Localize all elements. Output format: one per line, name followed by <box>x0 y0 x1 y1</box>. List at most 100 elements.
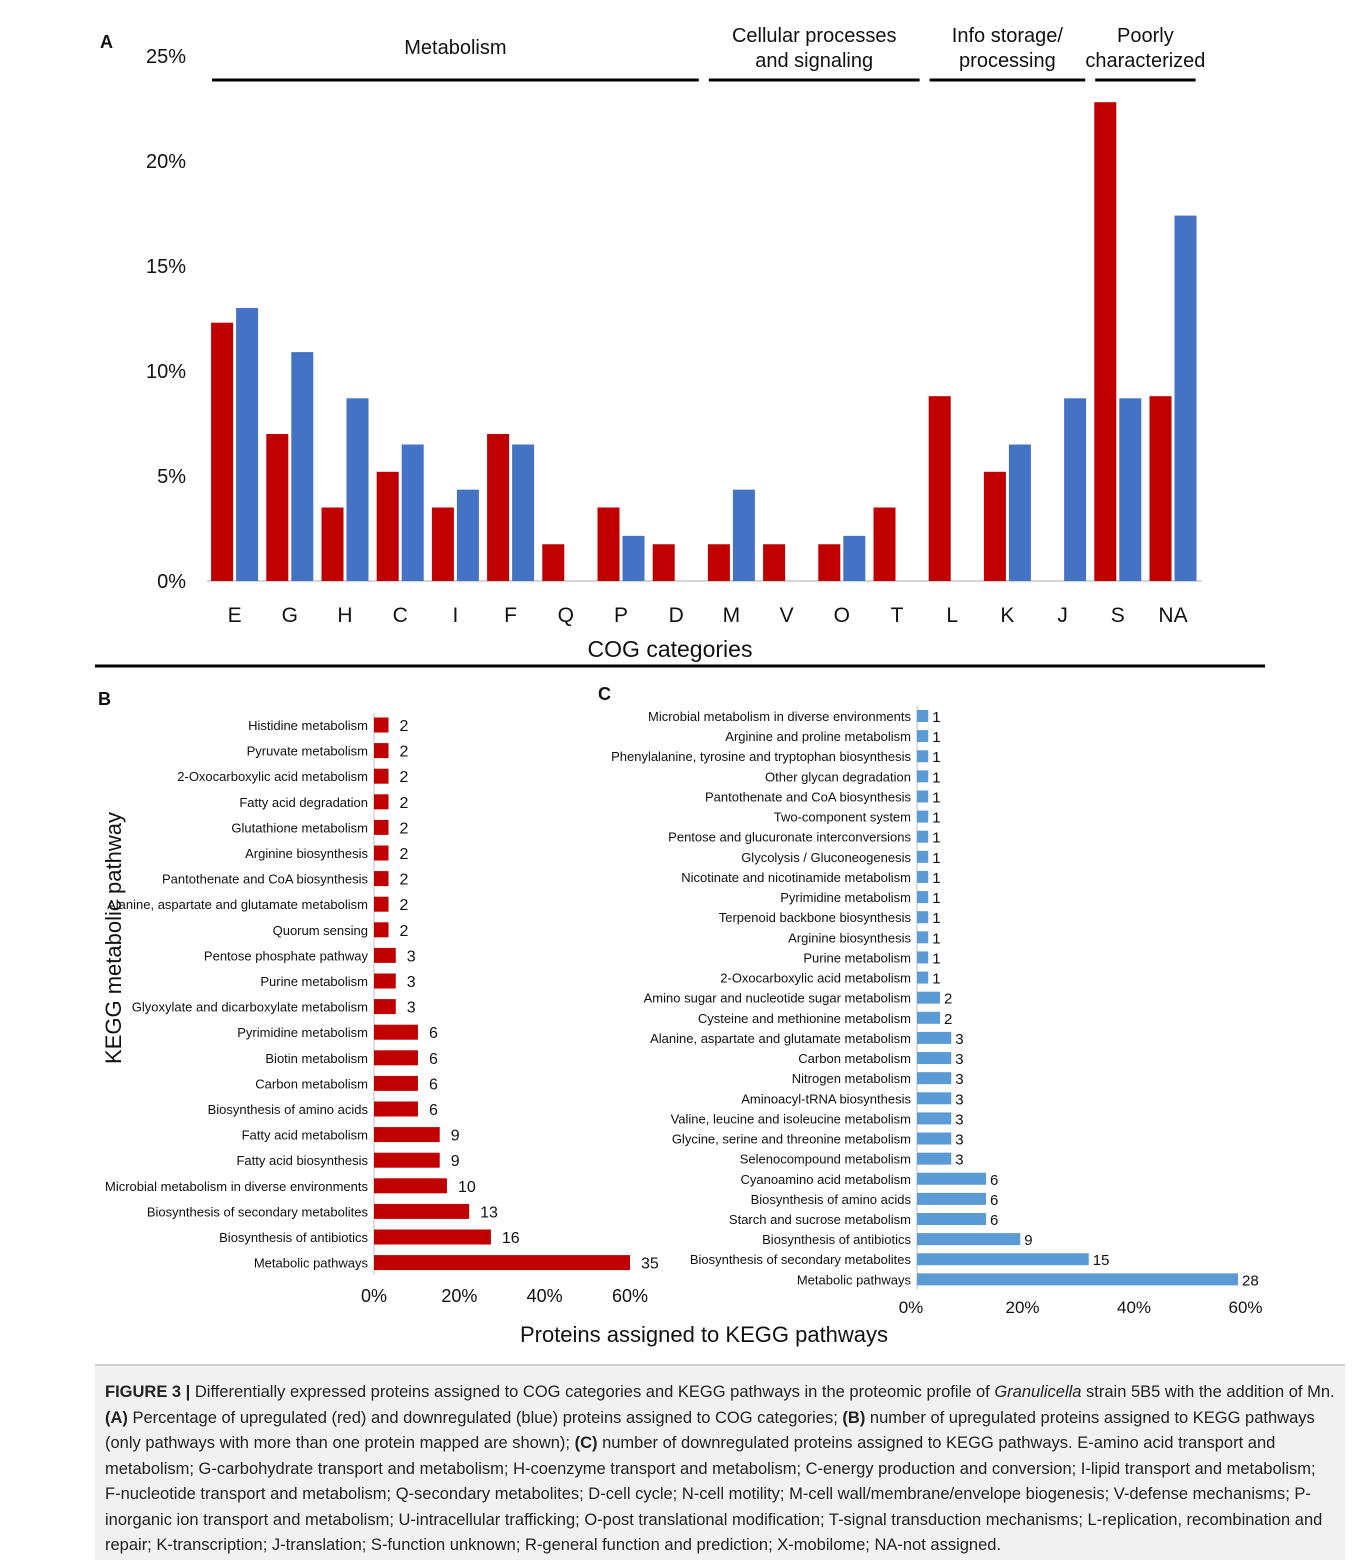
panel-b-count-label: 9 <box>451 1128 460 1145</box>
panel-a-downregulated-bar <box>1174 215 1197 581</box>
panel-b-count-label: 35 <box>641 1256 659 1273</box>
panel-c-count-label: 3 <box>955 1031 963 1048</box>
panel-b-bar <box>374 871 389 887</box>
panel-a-group-label: Poorly <box>1117 25 1174 47</box>
panel-a-upregulated-bar <box>707 544 730 581</box>
panel-a-y-tick-label: 0% <box>157 571 186 593</box>
panel-c-bar <box>917 1092 952 1105</box>
panel-a-x-tick-label: NA <box>1158 604 1187 627</box>
panel-c-count-label: 28 <box>1242 1272 1259 1289</box>
panel-c-count-label: 3 <box>955 1071 963 1088</box>
panel-a-upregulated-bar <box>597 507 620 581</box>
panel-c-bar <box>917 1072 952 1085</box>
panel-c-letter: C <box>598 684 611 704</box>
panel-c-category-label: Terpenoid backbone biosynthesis <box>719 910 912 925</box>
panel-a-downregulated-bar <box>622 535 645 581</box>
panel-b-bar <box>374 1229 491 1245</box>
panel-c-count-label: 6 <box>990 1192 998 1209</box>
panel-c-category-label: Other glycan degradation <box>765 769 911 784</box>
panel-c-count-label: 3 <box>955 1152 963 1169</box>
panel-c-category-label: Cyanoamino acid metabolism <box>740 1172 911 1187</box>
panel-b-count-label: 2 <box>400 872 409 889</box>
panel-a-upregulated-bar <box>376 471 399 581</box>
figure-caption: FIGURE 3 | Differentially expressed prot… <box>95 1364 1345 1560</box>
panel-c-count-label: 1 <box>932 870 940 887</box>
panel-c-category-label: Biosynthesis of antibiotics <box>762 1232 911 1247</box>
panel-c-category-label: Cysteine and methionine metabolism <box>698 1011 911 1026</box>
panel-b-bar <box>374 819 389 835</box>
panel-b-category-label: Histidine metabolism <box>248 718 368 733</box>
panel-c-bar <box>917 770 929 783</box>
panel-c-bar <box>917 830 929 843</box>
panel-c-category-label: Nicotinate and nicotinamide metabolism <box>681 870 911 885</box>
panel-a-x-tick-label: D <box>669 604 684 627</box>
panel-c-count-label: 1 <box>932 729 940 746</box>
panel-a-x-tick-label: J <box>1057 604 1068 627</box>
panel-a-downregulated-bar <box>732 489 755 581</box>
panel-b-count-label: 10 <box>458 1179 476 1196</box>
panel-b-category-label: Pentose phosphate pathway <box>204 948 369 963</box>
panel-b-bar <box>374 794 389 810</box>
panel-c-count-label: 1 <box>932 810 940 827</box>
panel-c-bar <box>917 810 929 823</box>
panel-a-x-tick-label: S <box>1111 604 1125 627</box>
panel-c-bar <box>917 1011 941 1024</box>
panel-b-x-tick-label: 60% <box>612 1286 648 1306</box>
panel-c-x-tick-label: 0% <box>899 1298 924 1317</box>
panel-a-x-tick-label: L <box>946 604 958 627</box>
panel-b-bar <box>374 1178 447 1194</box>
panel-a-y-tick-label: 20% <box>146 151 186 173</box>
panel-a-downregulated-bar <box>1119 398 1142 581</box>
panel-b-count-label: 16 <box>502 1230 520 1247</box>
panel-c-count-label: 1 <box>932 709 940 726</box>
panel-c-bar <box>917 1152 952 1165</box>
panel-a-group-label: Cellular processes <box>732 25 897 47</box>
panel-a-y-tick-label: 5% <box>157 466 186 488</box>
panel-c-bar <box>917 1031 952 1044</box>
panel-c-count-label: 1 <box>932 910 940 927</box>
panel-b-y-axis-title: KEGG metabolic pathway <box>101 812 126 1064</box>
panel-a-downregulated-bar <box>1064 398 1087 581</box>
panel-b-bar <box>374 999 396 1015</box>
panel-a-downregulated-bar <box>512 444 535 581</box>
panel-b-bar <box>374 1203 470 1219</box>
panel-c-count-label: 1 <box>932 950 940 967</box>
panel-a-x-tick-label: M <box>723 604 741 627</box>
panel-b-count-label: 9 <box>451 1153 460 1170</box>
panel-b-category-label: Biosynthesis of secondary metabolites <box>147 1204 369 1219</box>
panel-c-x-tick-label: 40% <box>1117 1298 1151 1317</box>
panel-b-count-label: 2 <box>400 718 409 735</box>
panel-b-bar <box>374 1050 418 1066</box>
panel-c-x-tick-label: 20% <box>1005 1298 1039 1317</box>
panel-a-downregulated-bar <box>236 308 259 581</box>
panel-b-category-label: Pyrimidine metabolism <box>237 1025 368 1040</box>
panel-b-category-label: Arginine biosynthesis <box>245 846 368 861</box>
panel-c-bar <box>917 931 929 944</box>
panel-a-upregulated-bar <box>542 544 565 581</box>
panel-c-count-label: 1 <box>932 850 940 867</box>
panel-a-upregulated-bar <box>652 544 675 581</box>
panel-b-bar <box>374 973 396 989</box>
panel-a-group-label: processing <box>959 50 1056 72</box>
panel-a-downregulated-bar <box>346 398 369 581</box>
panel-c-category-label: Nitrogen metabolism <box>792 1071 911 1086</box>
panel-c-bar <box>917 911 929 924</box>
panel-c-bar <box>917 971 929 984</box>
panel-b-letter: B <box>98 689 111 709</box>
panel-b-category-label: Quorum sensing <box>273 923 368 938</box>
panel-c-bar <box>917 1192 987 1205</box>
panel-b-count-label: 3 <box>407 948 416 965</box>
panel-a-x-axis-title: COG categories <box>588 636 753 662</box>
panel-b-category-label: Pyruvate metabolism <box>247 744 368 759</box>
panel-b-bar <box>374 922 389 938</box>
panel-a-letter: A <box>100 32 113 52</box>
panel-b-count-label: 2 <box>400 820 409 837</box>
panel-b-x-tick-label: 0% <box>361 1286 387 1306</box>
panel-b-category-label: Biotin metabolism <box>265 1051 368 1066</box>
panel-b-category-label: Metabolic pathways <box>254 1256 369 1271</box>
panel-c-category-label: Microbial metabolism in diverse environm… <box>648 709 911 724</box>
panel-c-count-label: 6 <box>990 1212 998 1229</box>
caption-genus: Granulicella <box>994 1383 1082 1401</box>
panel-a-x-tick-label: G <box>282 604 298 627</box>
panel-c-count-label: 3 <box>955 1091 963 1108</box>
